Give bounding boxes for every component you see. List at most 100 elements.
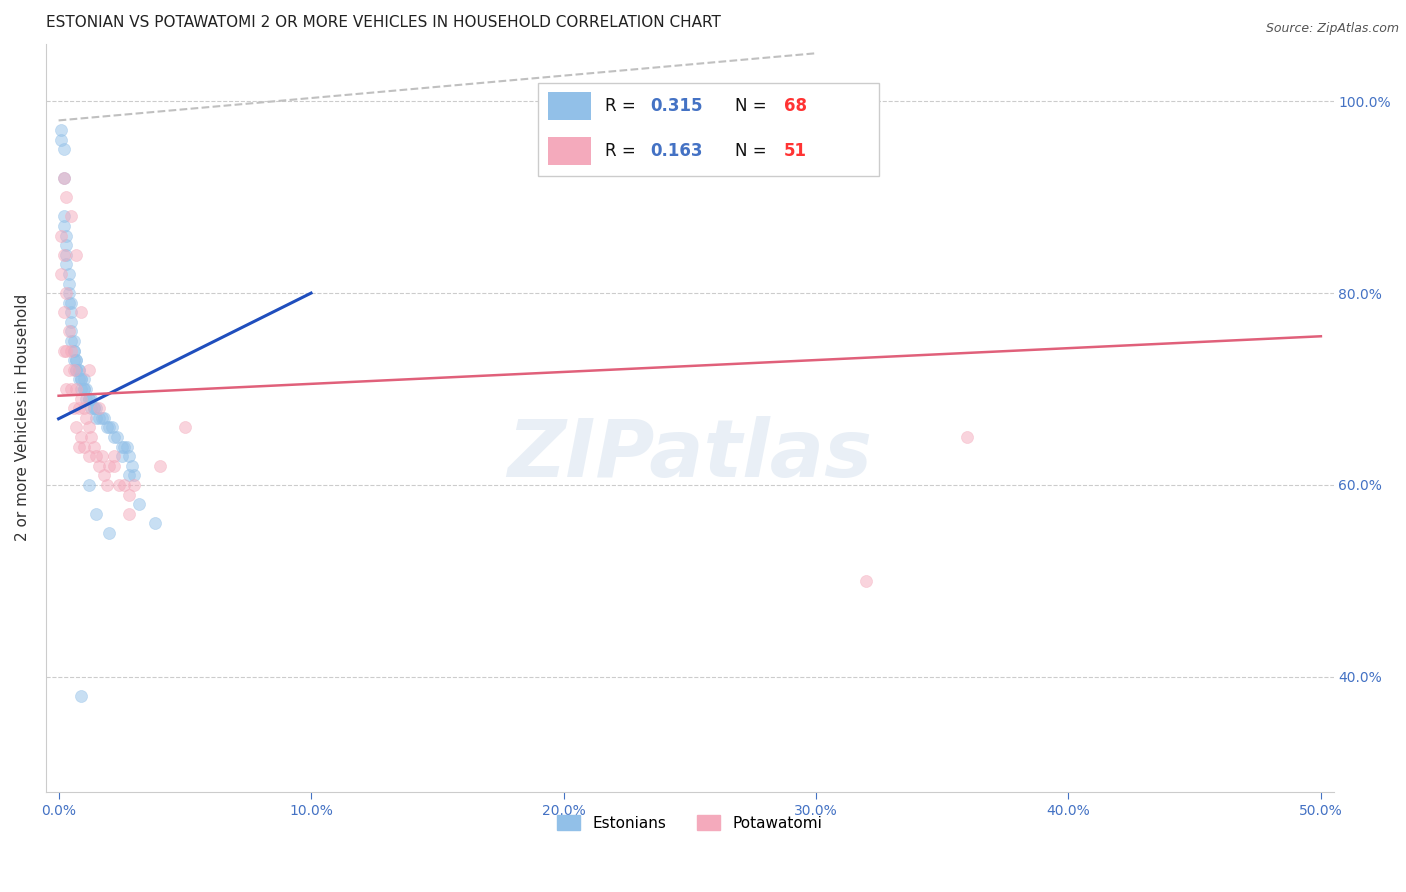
Point xyxy=(93,410,115,425)
Point xyxy=(77,392,100,406)
Point xyxy=(70,372,93,386)
Point xyxy=(67,363,90,377)
Point xyxy=(118,468,141,483)
Point xyxy=(143,516,166,531)
Point xyxy=(98,525,121,540)
Point xyxy=(65,353,87,368)
Point xyxy=(87,458,110,473)
Point xyxy=(58,286,80,301)
Point xyxy=(55,248,77,262)
Point xyxy=(62,343,84,358)
Point xyxy=(77,392,100,406)
Point xyxy=(70,382,93,396)
Point xyxy=(86,507,108,521)
Point xyxy=(118,507,141,521)
Legend: Estonians, Potawatomi: Estonians, Potawatomi xyxy=(551,808,828,837)
Point xyxy=(58,295,80,310)
Point xyxy=(55,257,77,271)
Point xyxy=(70,392,93,406)
Point xyxy=(98,420,121,434)
Point xyxy=(55,190,77,204)
Point xyxy=(62,353,84,368)
Text: ESTONIAN VS POTAWATOMI 2 OR MORE VEHICLES IN HOUSEHOLD CORRELATION CHART: ESTONIAN VS POTAWATOMI 2 OR MORE VEHICLE… xyxy=(46,15,721,30)
Point xyxy=(86,410,108,425)
Point xyxy=(103,430,125,444)
Point xyxy=(70,305,93,319)
Point xyxy=(73,372,96,386)
Point xyxy=(118,449,141,463)
Point xyxy=(77,420,100,434)
Point xyxy=(70,430,93,444)
Point xyxy=(65,363,87,377)
Point xyxy=(60,295,83,310)
Point xyxy=(90,410,112,425)
FancyBboxPatch shape xyxy=(537,83,879,177)
Point xyxy=(55,343,77,358)
Point xyxy=(128,497,150,511)
Text: R =: R = xyxy=(605,142,641,160)
Point xyxy=(49,228,72,243)
Point xyxy=(112,440,135,454)
Point xyxy=(60,334,83,348)
Point xyxy=(100,420,122,434)
Point xyxy=(103,458,125,473)
Point xyxy=(60,325,83,339)
Text: 51: 51 xyxy=(785,142,807,160)
Y-axis label: 2 or more Vehicles in Household: 2 or more Vehicles in Household xyxy=(15,294,30,541)
Point xyxy=(55,228,77,243)
Text: N =: N = xyxy=(734,97,772,115)
Point xyxy=(124,468,146,483)
Point xyxy=(60,305,83,319)
Point xyxy=(70,372,93,386)
Point xyxy=(103,449,125,463)
Point xyxy=(83,401,105,416)
Point xyxy=(115,440,138,454)
Point xyxy=(55,238,77,252)
Point xyxy=(62,401,84,416)
FancyBboxPatch shape xyxy=(548,92,591,120)
Point xyxy=(75,382,97,396)
Point xyxy=(60,343,83,358)
Text: 0.315: 0.315 xyxy=(650,97,703,115)
Point xyxy=(96,420,118,434)
Point xyxy=(62,363,84,377)
Point xyxy=(52,210,75,224)
Text: N =: N = xyxy=(734,142,772,160)
Point xyxy=(65,353,87,368)
Point xyxy=(73,401,96,416)
Point xyxy=(60,210,83,224)
Text: 0.163: 0.163 xyxy=(650,142,703,160)
Point xyxy=(75,392,97,406)
Point xyxy=(58,277,80,291)
Point xyxy=(52,305,75,319)
Point xyxy=(52,248,75,262)
Point xyxy=(108,478,131,492)
Point xyxy=(80,401,103,416)
Point xyxy=(67,363,90,377)
Point xyxy=(67,372,90,386)
Text: R =: R = xyxy=(605,97,641,115)
Point xyxy=(49,133,72,147)
Point xyxy=(70,689,93,703)
Point xyxy=(49,267,72,281)
Point xyxy=(105,430,128,444)
Point xyxy=(58,363,80,377)
Point xyxy=(90,449,112,463)
Point xyxy=(52,171,75,186)
Point xyxy=(124,478,146,492)
Point xyxy=(111,449,134,463)
Point xyxy=(52,343,75,358)
FancyBboxPatch shape xyxy=(548,137,591,165)
Point xyxy=(65,248,87,262)
Point xyxy=(96,478,118,492)
Point xyxy=(148,458,170,473)
Point xyxy=(60,315,83,329)
Point xyxy=(83,401,105,416)
Point xyxy=(73,382,96,396)
Text: ZIPatlas: ZIPatlas xyxy=(508,417,872,494)
Point xyxy=(60,382,83,396)
Point xyxy=(65,363,87,377)
Point xyxy=(118,487,141,501)
Point xyxy=(73,382,96,396)
Point xyxy=(62,343,84,358)
